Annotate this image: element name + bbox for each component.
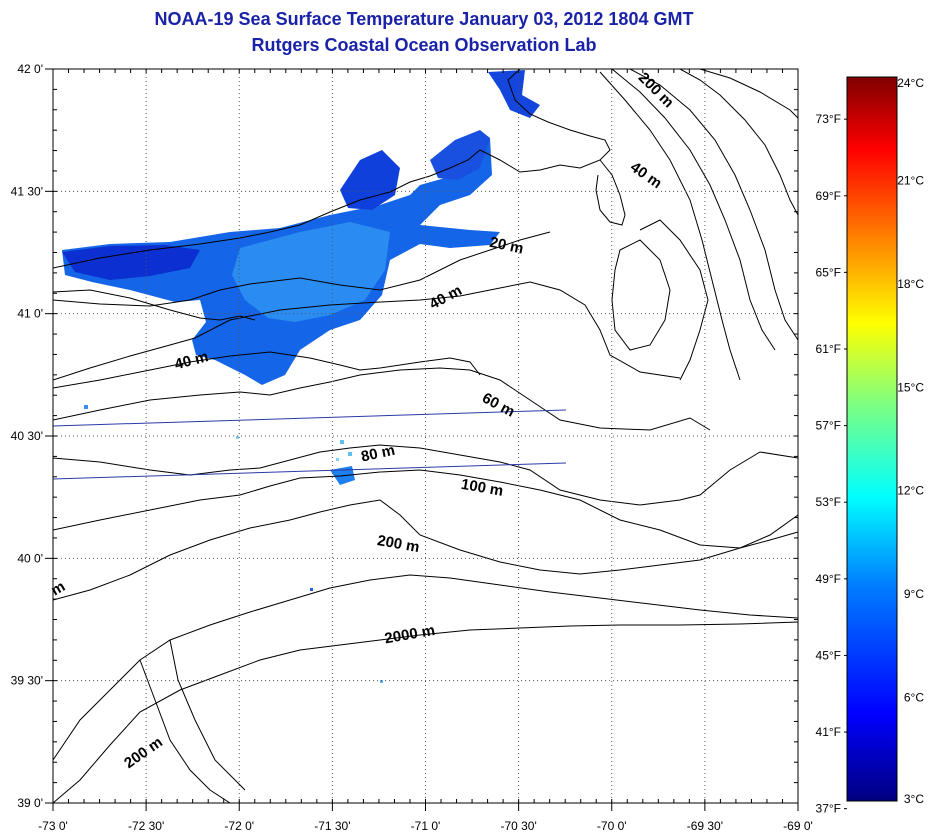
isobath-label: 20 m	[488, 234, 525, 258]
colorbar-fahrenheit-label: 73°F	[816, 112, 841, 126]
colorbar-celsius-labels: 24°C 21°C 18°C 15°C 12°C 9°C 6°C 3°C	[897, 76, 924, 806]
lon-tick-label: -72 30'	[128, 819, 164, 833]
colorbar-fahrenheit-labels: 73°F 69°F 65°F 61°F 57°F 53°F 49°F 45°F 41°F 37°F	[816, 112, 847, 816]
lon-tick-label: -71 30'	[314, 819, 350, 833]
isobath-label: 100 m	[460, 476, 505, 500]
map-subtitle: Rutgers Coastal Ocean Observation Lab	[251, 35, 597, 55]
isobath-label: m	[48, 578, 68, 599]
sst-patch-boston	[488, 70, 540, 118]
isobath-100m	[53, 469, 798, 549]
colorbar-fahrenheit-label: 45°F	[816, 648, 841, 662]
colorbar-celsius-label: 9°C	[904, 587, 924, 601]
latitude-labels: 42 0' 41 30' 41 0' 40 30' 40 0' 39 30' 39 0'	[11, 62, 43, 810]
swath-lines	[52, 409, 567, 480]
isobath-gom-100m	[611, 69, 776, 351]
lon-tick-label: -70 30'	[500, 819, 536, 833]
lat-tick-label: 39 30'	[11, 674, 43, 688]
isobath-label: 80 m	[360, 442, 397, 466]
isobath-80m	[53, 444, 798, 506]
colorbar-fahrenheit-label: 37°F	[816, 802, 841, 816]
colorbar	[846, 76, 898, 802]
sst-patch-narragansett	[340, 150, 400, 210]
sst-data-layer	[62, 70, 540, 683]
colorbar-celsius-label: 24°C	[897, 76, 924, 90]
isobath-label: 2000 m	[383, 622, 436, 648]
isobath-label: 40 m	[427, 282, 465, 313]
isobath-deep	[53, 621, 798, 803]
colorbar-celsius-label: 18°C	[897, 277, 924, 291]
canyon-contour	[139, 659, 231, 803]
sst-patch-buzzards	[430, 130, 490, 180]
isobath-label: 40 m	[627, 159, 665, 193]
isobath-20m	[53, 231, 551, 307]
lat-tick-label: 41 30'	[11, 184, 43, 198]
colorbar-fahrenheit-label: 49°F	[816, 572, 841, 586]
cape-cod-coast	[595, 159, 626, 226]
sst-pixel	[340, 440, 344, 444]
lat-tick-label: 39 0'	[17, 796, 43, 810]
colorbar-celsius-label: 12°C	[897, 484, 924, 498]
colorbar-fahrenheit-label: 61°F	[816, 342, 841, 356]
isobath-2000m	[53, 574, 798, 761]
sst-pixel	[236, 436, 239, 439]
lon-tick-label: -71 0'	[411, 819, 441, 833]
lat-tick-label: 40 30'	[11, 429, 43, 443]
map-title: NOAA-19 Sea Surface Temperature January …	[154, 9, 694, 29]
swath-line	[52, 462, 567, 480]
sst-patch-cold	[62, 245, 200, 280]
colorbar-fahrenheit-label: 57°F	[816, 419, 841, 433]
lon-tick-label: -69 30'	[687, 819, 723, 833]
sst-patch-warm	[232, 222, 390, 322]
grid-lines	[53, 69, 798, 803]
isobath-200m	[53, 499, 798, 601]
frame-ticks	[45, 68, 799, 811]
isobath-label: 200 m	[376, 532, 421, 556]
lon-tick-label: -72 0'	[224, 819, 254, 833]
colorbar-celsius-label: 21°C	[897, 173, 924, 187]
sst-pixel	[84, 405, 88, 409]
isobath-label: 40 m	[173, 348, 210, 373]
sst-pixel	[380, 680, 383, 683]
colorbar-celsius-label: 3°C	[904, 792, 924, 806]
sst-pixel	[310, 588, 313, 591]
isobath-gom-40m	[599, 71, 741, 381]
lon-tick-label: -70 0'	[597, 819, 627, 833]
isobath-label: 200 m	[635, 69, 677, 111]
nantucket-shoals	[611, 239, 671, 351]
colorbar-fahrenheit-label: 53°F	[816, 495, 841, 509]
canyon-contour-2	[169, 639, 246, 791]
longitude-labels: -73 0' -72 30' -72 0' -71 30' -71 0' -70 30' -…	[38, 819, 813, 833]
colorbar-fahrenheit-label: 69°F	[816, 189, 841, 203]
colorbar-fahrenheit-label: 65°F	[816, 265, 841, 279]
lat-tick-label: 42 0'	[17, 62, 43, 76]
shoal-contour	[639, 219, 709, 381]
colorbar-fahrenheit-label: 41°F	[816, 725, 841, 739]
isobath-40m-north	[53, 281, 681, 381]
colorbar-celsius-label: 15°C	[897, 380, 924, 394]
coastline	[53, 69, 611, 269]
lon-tick-label: -73 0'	[38, 819, 68, 833]
isobath-label: 200 m	[121, 734, 166, 772]
sst-pixel	[336, 458, 339, 461]
isobath-gom-200m	[629, 69, 798, 341]
contour-layer	[53, 69, 798, 803]
lon-tick-label: -69 0'	[783, 819, 813, 833]
swath-line	[52, 409, 567, 427]
lat-tick-label: 41 0'	[17, 307, 43, 321]
isobath-label: 60 m	[479, 390, 517, 421]
isobath-40m-south	[53, 351, 481, 389]
isobath-60m	[53, 367, 711, 431]
lat-tick-label: 40 0'	[17, 551, 43, 565]
sst-pixel	[348, 452, 352, 456]
colorbar-celsius-label: 6°C	[904, 691, 924, 705]
isobath-gom-outer	[679, 69, 798, 216]
georges-edge	[699, 69, 798, 119]
